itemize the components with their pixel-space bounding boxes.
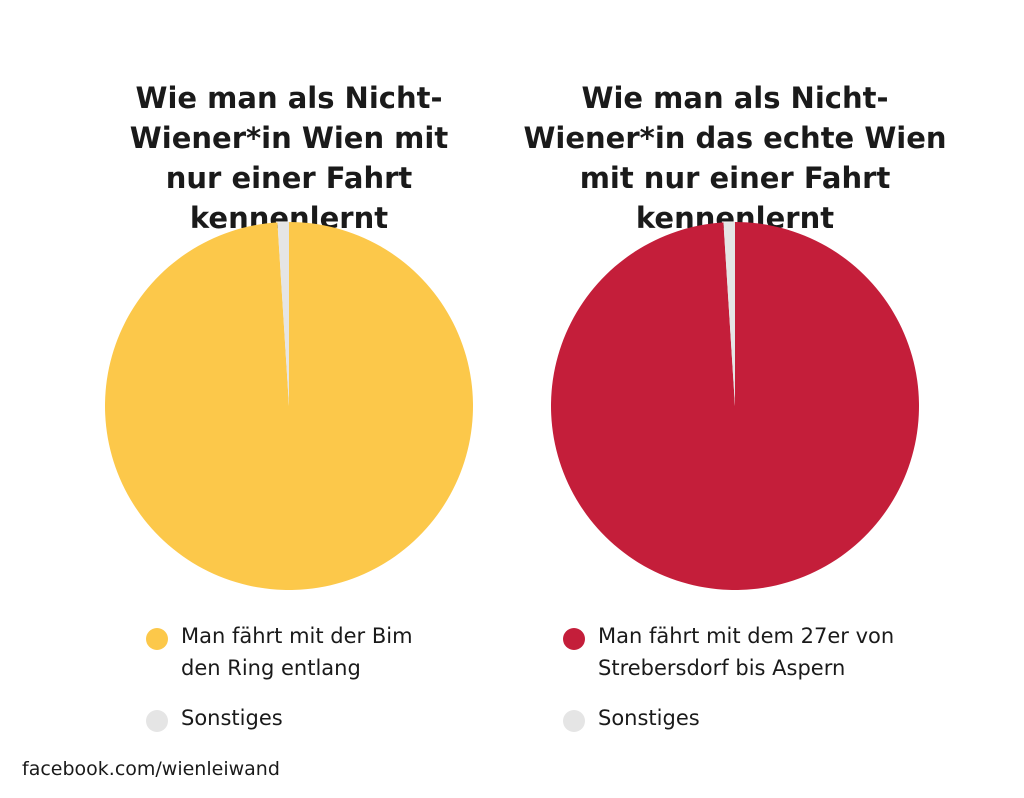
footer-link: facebook.com/wienleiwand xyxy=(22,758,280,780)
legend-item: Man fährt mit der Bim den Ring entlang xyxy=(146,620,451,684)
pie-slice xyxy=(723,222,735,406)
legend-swatch xyxy=(563,710,585,732)
legend-swatch xyxy=(146,710,168,732)
legend-swatch xyxy=(563,628,585,650)
right-legend: Man fährt mit dem 27er von Strebersdorf … xyxy=(563,620,928,752)
left-chart-title: Wie man als Nicht-Wiener*in Wien mit nur… xyxy=(129,81,449,235)
pie-slice xyxy=(277,222,289,406)
legend-swatch xyxy=(146,628,168,650)
legend-label: Sonstiges xyxy=(598,706,700,730)
legend-item: Sonstiges xyxy=(563,702,928,734)
legend-label: Man fährt mit der Bim den Ring entlang xyxy=(181,624,413,680)
legend-item: Man fährt mit dem 27er von Strebersdorf … xyxy=(563,620,928,684)
left-legend: Man fährt mit der Bim den Ring entlang S… xyxy=(146,620,451,752)
legend-label: Sonstiges xyxy=(181,706,283,730)
legend-item: Sonstiges xyxy=(146,702,451,734)
legend-label: Man fährt mit dem 27er von Strebersdorf … xyxy=(598,624,895,680)
